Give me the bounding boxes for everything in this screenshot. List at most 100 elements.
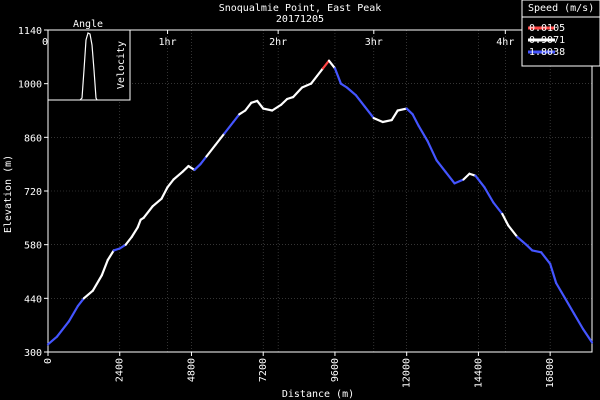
- profile-segment: [462, 172, 471, 181]
- profile-segment: [76, 297, 85, 308]
- profile-segment: [396, 107, 408, 112]
- x-tick-label: 4800: [186, 358, 197, 382]
- inset-top-label: Angle: [73, 19, 103, 30]
- profile-segment: [531, 249, 543, 254]
- profile-segment: [492, 201, 504, 216]
- time-tick-label: 4hr: [496, 37, 514, 48]
- profile-segment: [435, 159, 447, 173]
- profile-segment: [238, 109, 247, 116]
- profile-segment: [91, 274, 103, 292]
- profile-segment: [516, 235, 528, 246]
- time-tick-label: 1hr: [159, 37, 177, 48]
- profile-segment: [549, 262, 558, 285]
- profile-segment: [55, 320, 71, 338]
- x-axis-ticks: 0 2400 4800 7200 9600 12000 14400 16800: [43, 352, 556, 388]
- profile-segment: [417, 124, 429, 143]
- profile-segment: [453, 178, 465, 185]
- x-tick-label: 2400: [115, 358, 126, 382]
- y-tick-label: 1000: [18, 80, 42, 91]
- profile-segment: [540, 251, 552, 265]
- profile-segment: [262, 107, 274, 112]
- profile-segment: [501, 212, 510, 227]
- profile-segment: [142, 205, 154, 219]
- profile-segment: [572, 312, 585, 331]
- profile-segment: [426, 140, 438, 162]
- profile-segment: [82, 289, 94, 300]
- profile-segment: [405, 107, 414, 116]
- angle-velocity-inset: Angle Velocity: [47, 19, 131, 101]
- x-tick-label: 12000: [402, 358, 413, 388]
- profile-segment: [280, 97, 289, 106]
- profile-segment: [166, 178, 175, 189]
- profile-segment: [271, 103, 283, 112]
- inset-frame: [47, 29, 131, 101]
- x-tick-label: 16800: [545, 358, 556, 388]
- profile-segment: [130, 226, 139, 239]
- profile-segment: [214, 132, 226, 147]
- time-tick-label: 2hr: [269, 37, 287, 48]
- chart-subtitle: 20171205: [276, 14, 324, 25]
- profile-segment: [563, 297, 576, 315]
- profile-segment: [136, 218, 142, 229]
- y-tick-label: 1140: [18, 26, 42, 37]
- profile-segment: [315, 67, 325, 78]
- x-tick-label: 7200: [258, 358, 269, 382]
- y-tick-label: 580: [24, 241, 42, 252]
- profile-segment: [118, 243, 127, 250]
- x-tick-label: 0: [43, 358, 54, 364]
- y-axis-ticks: 300 440 580 720 860 1000 1140: [18, 26, 48, 359]
- y-axis-label: Elevation (m): [3, 155, 14, 233]
- elevation-profile: [46, 59, 594, 346]
- profile-segment: [339, 82, 349, 89]
- profile-segment: [100, 258, 109, 277]
- profile-segment: [256, 99, 265, 110]
- profile-segment: [354, 94, 366, 108]
- profile-segment: [199, 155, 208, 166]
- inset-right-label: Velocity: [116, 41, 127, 89]
- y-tick-label: 300: [24, 348, 42, 359]
- profile-segment: [187, 164, 196, 172]
- profile-segment: [483, 186, 495, 204]
- legend-title: Speed (m/s): [528, 3, 594, 14]
- profile-segment: [46, 335, 59, 346]
- profile-segment: [67, 304, 79, 323]
- gridlines: [48, 30, 592, 352]
- profile-segment: [244, 101, 253, 112]
- profile-segment: [525, 243, 534, 252]
- profile-segment: [309, 74, 319, 85]
- profile-segment: [232, 113, 241, 124]
- legend-item-label: 1.8038: [529, 47, 565, 58]
- profile-segment: [106, 249, 115, 262]
- profile-segment: [474, 174, 486, 189]
- profile-segment: [381, 118, 393, 124]
- chart-title: Snoqualmie Point, East Peak: [219, 3, 382, 14]
- profile-segment: [205, 143, 217, 158]
- legend-item-label: 0.0105: [529, 23, 565, 34]
- time-tick-label: 3hr: [365, 37, 383, 48]
- profile-segment: [555, 281, 567, 300]
- profile-segment: [444, 170, 456, 185]
- y-tick-label: 440: [24, 294, 42, 305]
- profile-segment: [291, 86, 304, 99]
- y-tick-label: 720: [24, 187, 42, 198]
- x-axis-label: Distance (m): [282, 389, 354, 400]
- profile-segment: [151, 197, 163, 208]
- profile-segment: [223, 120, 235, 135]
- profile-segment: [160, 186, 169, 200]
- profile-segment: [193, 163, 202, 172]
- inset-curve: [79, 32, 98, 101]
- legend-box: [521, 0, 600, 67]
- profile-segment: [333, 67, 343, 85]
- profile-segment: [390, 109, 399, 122]
- x-tick-label: 14400: [473, 358, 484, 388]
- profile-segment: [345, 86, 357, 97]
- profile-segment: [124, 235, 133, 246]
- x-tick-label: 9600: [330, 358, 341, 382]
- profile-segment: [327, 59, 337, 70]
- profile-segment: [372, 117, 384, 124]
- profile-segment: [300, 82, 313, 89]
- profile-segment: [507, 224, 519, 239]
- legend-item-label: 0.9071: [529, 35, 565, 46]
